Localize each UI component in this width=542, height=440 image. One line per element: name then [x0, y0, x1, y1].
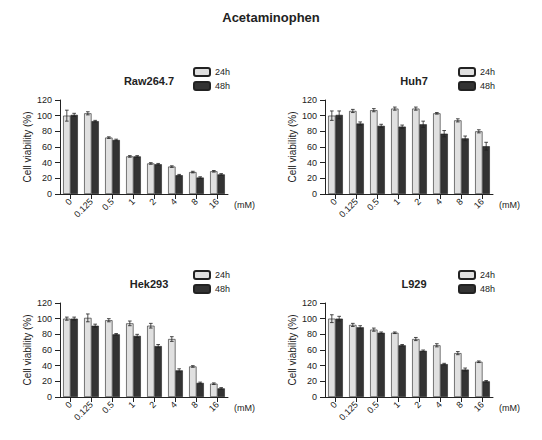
- svg-text:60: 60: [307, 142, 317, 152]
- svg-text:Cell viability (%): Cell viability (%): [287, 111, 298, 182]
- svg-text:24h: 24h: [480, 270, 495, 280]
- svg-text:20: 20: [307, 173, 317, 183]
- svg-text:120: 120: [302, 95, 317, 105]
- svg-text:0: 0: [312, 189, 317, 199]
- svg-text:0: 0: [63, 399, 74, 410]
- svg-text:16: 16: [207, 399, 221, 413]
- svg-text:0.125: 0.125: [72, 196, 95, 219]
- svg-text:8: 8: [189, 196, 200, 207]
- svg-text:2: 2: [147, 399, 158, 410]
- svg-text:2: 2: [412, 196, 423, 207]
- svg-text:16: 16: [207, 196, 221, 210]
- svg-text:80: 80: [42, 126, 52, 136]
- svg-text:16: 16: [472, 399, 486, 413]
- svg-text:120: 120: [37, 95, 52, 105]
- svg-text:40: 40: [307, 158, 317, 168]
- svg-text:4: 4: [168, 196, 179, 207]
- svg-text:Cell viability (%): Cell viability (%): [22, 314, 33, 385]
- svg-text:L929: L929: [401, 278, 426, 290]
- svg-text:(mM): (mM): [234, 403, 255, 413]
- svg-text:24h: 24h: [215, 67, 230, 77]
- svg-text:20: 20: [42, 376, 52, 386]
- svg-text:1: 1: [391, 196, 402, 207]
- svg-text:(mM): (mM): [234, 200, 255, 210]
- svg-text:Cell viability (%): Cell viability (%): [22, 111, 33, 182]
- svg-text:Acetaminophen: Acetaminophen: [222, 10, 320, 25]
- svg-text:40: 40: [42, 158, 52, 168]
- svg-text:100: 100: [302, 111, 317, 121]
- svg-text:80: 80: [307, 329, 317, 339]
- svg-text:8: 8: [454, 399, 465, 410]
- svg-text:60: 60: [42, 142, 52, 152]
- svg-text:0.125: 0.125: [337, 399, 360, 422]
- svg-text:100: 100: [302, 314, 317, 324]
- svg-text:(mM): (mM): [499, 403, 520, 413]
- svg-text:0.125: 0.125: [72, 399, 95, 422]
- svg-text:100: 100: [37, 314, 52, 324]
- svg-text:1: 1: [391, 399, 402, 410]
- svg-text:80: 80: [42, 329, 52, 339]
- svg-text:1: 1: [126, 196, 137, 207]
- svg-text:0.5: 0.5: [100, 399, 116, 415]
- svg-text:0: 0: [47, 189, 52, 199]
- svg-text:60: 60: [307, 345, 317, 355]
- svg-text:0.5: 0.5: [365, 399, 381, 415]
- svg-text:40: 40: [42, 361, 52, 371]
- svg-text:8: 8: [454, 196, 465, 207]
- svg-text:0.5: 0.5: [100, 196, 116, 212]
- svg-text:48h: 48h: [215, 81, 230, 91]
- svg-text:Raw264.7: Raw264.7: [124, 75, 174, 87]
- svg-text:0: 0: [328, 196, 339, 207]
- svg-text:80: 80: [307, 126, 317, 136]
- svg-text:0: 0: [312, 392, 317, 402]
- svg-text:120: 120: [37, 298, 52, 308]
- svg-text:48h: 48h: [480, 81, 495, 91]
- svg-text:Hek293: Hek293: [130, 278, 169, 290]
- svg-text:0: 0: [47, 392, 52, 402]
- svg-text:2: 2: [147, 196, 158, 207]
- svg-text:60: 60: [42, 345, 52, 355]
- svg-text:0.125: 0.125: [337, 196, 360, 219]
- svg-text:40: 40: [307, 361, 317, 371]
- svg-text:Huh7: Huh7: [400, 75, 428, 87]
- svg-text:8: 8: [189, 399, 200, 410]
- svg-text:Cell viability (%): Cell viability (%): [287, 314, 298, 385]
- svg-text:4: 4: [168, 399, 179, 410]
- svg-text:48h: 48h: [480, 284, 495, 294]
- svg-text:20: 20: [42, 173, 52, 183]
- svg-text:48h: 48h: [215, 284, 230, 294]
- svg-text:0.5: 0.5: [365, 196, 381, 212]
- svg-text:24h: 24h: [480, 67, 495, 77]
- svg-text:1: 1: [126, 399, 137, 410]
- svg-text:100: 100: [37, 111, 52, 121]
- svg-text:(mM): (mM): [499, 200, 520, 210]
- svg-text:4: 4: [433, 196, 444, 207]
- svg-text:2: 2: [412, 399, 423, 410]
- svg-text:0: 0: [328, 399, 339, 410]
- svg-text:24h: 24h: [215, 270, 230, 280]
- svg-text:16: 16: [472, 196, 486, 210]
- svg-text:120: 120: [302, 298, 317, 308]
- svg-text:20: 20: [307, 376, 317, 386]
- svg-text:4: 4: [433, 399, 444, 410]
- svg-text:0: 0: [63, 196, 74, 207]
